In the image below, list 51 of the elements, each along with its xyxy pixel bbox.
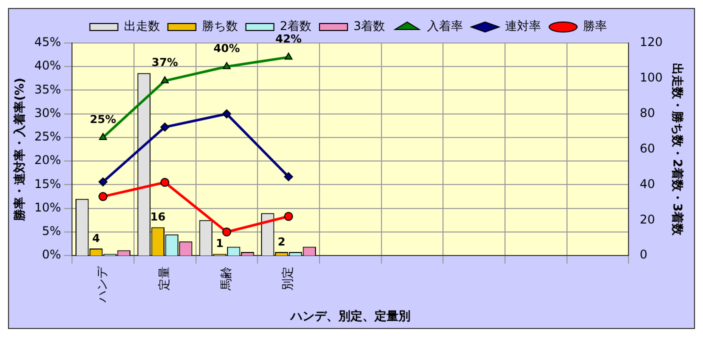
point (284, 52, 292, 60)
data-label: 42% (275, 32, 302, 46)
legend-label: 勝ち数 (202, 19, 238, 34)
y-axis-title: 勝率・連対率・入着率(%) (12, 78, 26, 222)
y2-tick-label: 20 (640, 212, 655, 226)
x-tick-label: 定量 (156, 266, 171, 291)
y-tick-label: 15% (34, 176, 62, 191)
point (99, 132, 107, 140)
point (98, 177, 108, 186)
data-label: 37% (152, 56, 178, 70)
data-label: 4 (92, 232, 100, 245)
y2-tick-label: 120 (640, 35, 663, 50)
point (284, 212, 294, 221)
y-tick-label: 25% (34, 130, 62, 144)
y2-tick-label: 100 (640, 70, 663, 85)
y-tick-label: 5% (42, 224, 62, 238)
point (222, 62, 231, 70)
data-label: 40% (214, 42, 240, 55)
point (160, 122, 170, 132)
legend-label: 出走数 (124, 19, 160, 34)
y-tick-label: 45% (34, 35, 62, 50)
y-tick-label: 10% (34, 200, 62, 214)
x-tick-label: 馬齢 (218, 266, 233, 292)
point (160, 178, 170, 187)
y-tick-label: 40% (34, 58, 62, 73)
legend-label: 連対率 (505, 19, 542, 34)
point (222, 227, 232, 236)
y2-tick-label: 60 (640, 141, 655, 156)
data-label: 16 (150, 210, 166, 224)
legend-label: 2着数 (280, 19, 312, 34)
y-tick-label: 20% (34, 153, 62, 168)
x-tick-label: ハンデ (95, 266, 110, 304)
y-tick-label: 30% (34, 106, 62, 120)
y2-tick-label: 40 (640, 176, 655, 191)
x-axis-title: ハンデ、別定、定量別 (289, 308, 410, 323)
point (284, 172, 294, 182)
y-tick-label: 0% (42, 248, 62, 262)
y2-axis-title: 出走数・勝ち数・2着数・3着数 (670, 62, 685, 237)
legend-label: 3着数 (354, 19, 386, 34)
y2-tick-label: 80 (640, 106, 655, 120)
y2-tick-label: 0 (640, 248, 648, 262)
x-tick-label: 別定 (280, 266, 295, 291)
point (160, 76, 169, 84)
y-tick-label: 35% (34, 82, 62, 96)
point (222, 109, 232, 118)
data-label: 2 (278, 235, 286, 248)
data-label: 1 (216, 237, 224, 250)
legend-label: 入着率 (427, 19, 464, 34)
data-label: 25% (90, 112, 116, 126)
point (98, 192, 108, 202)
legend-label: 勝率 (583, 19, 608, 34)
